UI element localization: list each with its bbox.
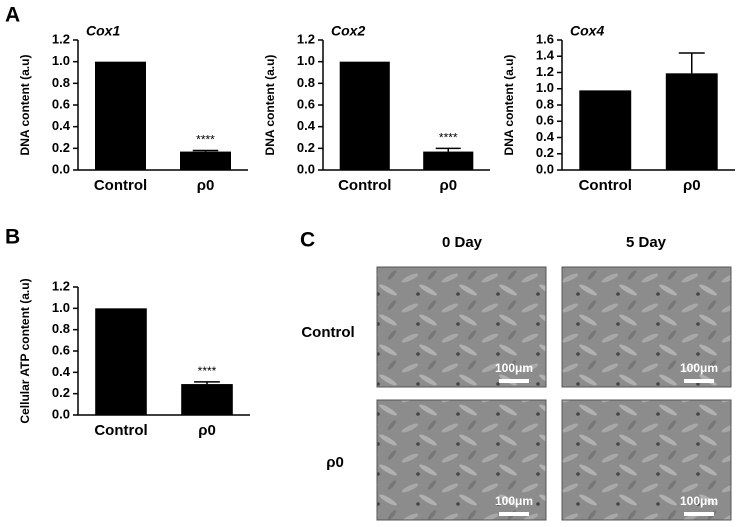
- y-tick-label: 1.2: [297, 31, 315, 46]
- scale-bar-label: 100μm: [495, 361, 533, 375]
- y-tick-label: 0.0: [52, 161, 70, 176]
- y-tick-label: 0.0: [52, 406, 70, 421]
- significance-label: ****: [198, 364, 217, 378]
- x-tick-label: ρ0: [197, 177, 215, 194]
- y-tick-label: 0.4: [536, 129, 555, 144]
- y-tick-label: 0.4: [52, 364, 71, 379]
- x-tick-label: ρ0: [683, 177, 701, 194]
- bar: [665, 73, 718, 170]
- y-tick-label: 0.6: [536, 113, 554, 128]
- error-bar: [194, 381, 220, 385]
- y-tick-label: 1.0: [297, 53, 315, 68]
- y-tick-label: 0.2: [52, 385, 70, 400]
- y-axis-label: DNA content (a.u): [18, 55, 32, 156]
- bar: [423, 151, 474, 170]
- panel-label: A: [5, 4, 20, 27]
- y-tick-label: 0.0: [297, 161, 315, 176]
- y-axis-label: Cellular ATP content (a.u): [18, 278, 32, 423]
- y-tick-label: 0.8: [52, 75, 70, 90]
- x-tick-label: Control: [579, 177, 632, 194]
- error-bar: [678, 52, 705, 74]
- chart-title: Cox1: [86, 23, 120, 39]
- row-header: ρ0: [326, 454, 344, 471]
- error-bar: [192, 149, 219, 152]
- panel-label: B: [5, 226, 20, 249]
- y-tick-label: 0.8: [52, 321, 70, 336]
- y-tick-label: 0.6: [297, 96, 315, 111]
- column-header: 5 Day: [626, 234, 667, 251]
- bar: [95, 308, 147, 415]
- scale-bar-label: 100μm: [680, 494, 718, 508]
- chart-title: Cox2: [331, 23, 365, 39]
- y-tick-label: 1.0: [52, 53, 70, 68]
- panel-label: C: [300, 229, 315, 252]
- micrograph: 100μm: [561, 266, 732, 388]
- bar: [95, 61, 146, 170]
- x-tick-label: Control: [94, 177, 147, 194]
- chart-title: Cox4: [570, 23, 604, 39]
- y-tick-label: 0.6: [52, 342, 70, 357]
- y-tick-label: 0.6: [52, 96, 70, 111]
- micrograph: 100μm: [561, 399, 732, 521]
- y-tick-label: 1.2: [52, 31, 70, 46]
- y-axis-label: DNA content (a.u): [263, 55, 277, 156]
- bar: [181, 384, 233, 415]
- bar: [579, 90, 632, 170]
- error-bar: [435, 147, 461, 152]
- y-tick-label: 1.4: [536, 48, 555, 63]
- y-tick-label: 1.0: [52, 300, 70, 315]
- y-tick-label: 0.2: [297, 140, 315, 155]
- x-tick-label: Control: [94, 422, 147, 439]
- y-tick-label: 0.4: [52, 118, 71, 133]
- y-tick-label: 1.2: [536, 64, 554, 79]
- y-tick-label: 1.6: [536, 31, 554, 46]
- y-tick-label: 0.8: [297, 75, 315, 90]
- y-tick-label: 1.2: [52, 278, 70, 293]
- significance-label: ****: [196, 133, 215, 147]
- y-tick-label: 0.0: [536, 161, 554, 176]
- scale-bar-label: 100μm: [680, 361, 718, 375]
- bar: [180, 151, 231, 170]
- micrograph: 100μm: [376, 399, 547, 521]
- y-tick-label: 1.0: [536, 80, 554, 95]
- scale-bar-label: 100μm: [495, 494, 533, 508]
- row-header: Control: [301, 324, 354, 341]
- y-tick-label: 0.2: [52, 140, 70, 155]
- x-tick-label: ρ0: [198, 422, 216, 439]
- x-tick-label: ρ0: [439, 177, 457, 194]
- significance-label: ****: [439, 131, 458, 145]
- column-header: 0 Day: [442, 234, 483, 251]
- micrograph: 100μm: [376, 266, 547, 388]
- x-tick-label: Control: [338, 177, 391, 194]
- bar: [339, 61, 390, 170]
- y-tick-label: 0.2: [536, 145, 554, 160]
- y-tick-label: 0.8: [536, 96, 554, 111]
- y-axis-label: DNA content (a.u): [502, 55, 516, 156]
- y-tick-label: 0.4: [297, 118, 316, 133]
